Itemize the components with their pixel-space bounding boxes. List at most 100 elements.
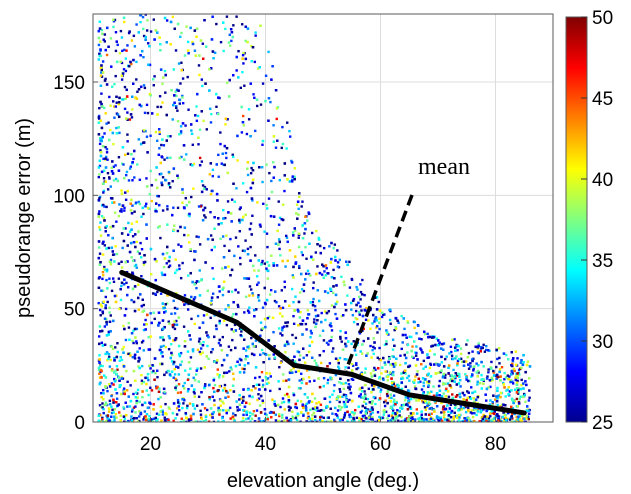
scatter-point (102, 216, 105, 220)
scatter-point (400, 314, 403, 318)
scatter-point (153, 38, 156, 41)
scatter-point (336, 265, 340, 268)
scatter-point (249, 134, 252, 138)
scatter-point (281, 142, 285, 146)
scatter-point (99, 54, 103, 57)
scatter-point (518, 414, 522, 418)
scatter-point (122, 98, 125, 101)
scatter-point (369, 408, 372, 412)
scatter-point (293, 355, 296, 358)
scatter-point (123, 390, 126, 393)
scatter-point (442, 416, 446, 419)
scatter-point (378, 346, 381, 350)
scatter-point (361, 314, 365, 318)
scatter-point (215, 361, 218, 364)
scatter-point (175, 323, 179, 326)
scatter-point (428, 407, 431, 410)
scatter-point (489, 415, 492, 418)
scatter-point (424, 408, 428, 412)
scatter-point (254, 414, 257, 417)
scatter-point (466, 396, 469, 400)
scatter-point (98, 354, 101, 357)
scatter-point (394, 363, 397, 367)
scatter-point (527, 417, 530, 421)
scatter-point (295, 415, 298, 418)
scatter-point (281, 334, 284, 337)
scatter-point (465, 378, 468, 381)
scatter-point (97, 366, 101, 370)
scatter-point (231, 153, 234, 156)
scatter-point (339, 390, 342, 393)
scatter-point (122, 239, 126, 243)
scatter-point (156, 369, 159, 372)
scatter-point (496, 375, 499, 379)
scatter-point (213, 51, 217, 55)
scatter-point (360, 417, 363, 421)
scatter-point (316, 243, 319, 246)
scatter-point (251, 178, 255, 181)
scatter-point (510, 364, 513, 367)
scatter-point (328, 395, 332, 399)
scatter-point (318, 354, 322, 357)
scatter-point (254, 376, 257, 380)
scatter-point (443, 357, 447, 361)
scatter-point (292, 276, 295, 279)
scatter-point (246, 167, 249, 170)
scatter-point (213, 245, 216, 249)
scatter-point (106, 352, 109, 355)
scatter-point (107, 417, 110, 421)
scatter-point (378, 327, 381, 331)
scatter-point (292, 366, 295, 370)
scatter-point (146, 406, 150, 410)
scatter-point (212, 386, 215, 390)
scatter-point (281, 306, 285, 310)
scatter-point (323, 290, 327, 293)
scatter-point (404, 385, 407, 388)
scatter-point (162, 387, 166, 391)
scatter-point (110, 85, 114, 88)
scatter-point (111, 201, 114, 204)
scatter-point (123, 20, 126, 24)
scatter-point (321, 329, 325, 332)
scatter-point (239, 206, 242, 209)
scatter-point (285, 324, 289, 328)
scatter-point (351, 299, 355, 302)
scatter-point (128, 118, 132, 121)
scatter-point (185, 406, 189, 410)
scatter-point (115, 400, 118, 404)
scatter-point (107, 234, 110, 237)
scatter-point (464, 417, 468, 420)
scatter-point (191, 42, 195, 46)
scatter-point (238, 371, 242, 374)
scatter-point (218, 290, 221, 293)
scatter-point (120, 189, 123, 192)
scatter-point (440, 355, 443, 359)
scatter-point (402, 419, 406, 422)
scatter-point (332, 389, 336, 393)
scatter-point (326, 378, 330, 382)
scatter-point (281, 218, 285, 222)
scatter-point (247, 345, 251, 348)
scatter-point (219, 131, 222, 134)
scatter-point (316, 319, 319, 322)
scatter-point (199, 279, 203, 282)
scatter-point (241, 401, 244, 404)
scatter-point (254, 387, 257, 390)
scatter-point (101, 289, 105, 292)
scatter-point (222, 402, 225, 405)
scatter-point (467, 351, 471, 355)
scatter-point (304, 278, 307, 281)
scatter-point (166, 156, 169, 160)
scatter-point (227, 290, 230, 293)
scatter-point (515, 397, 519, 401)
scatter-point (108, 176, 111, 179)
scatter-point (103, 79, 107, 82)
scatter-point (326, 291, 330, 295)
scatter-point (520, 378, 523, 382)
scatter-point (277, 380, 280, 383)
scatter-point (241, 416, 245, 420)
scatter-point (497, 419, 500, 422)
scatter-point (125, 117, 128, 120)
scatter-point (103, 132, 106, 135)
scatter-point (130, 228, 133, 231)
